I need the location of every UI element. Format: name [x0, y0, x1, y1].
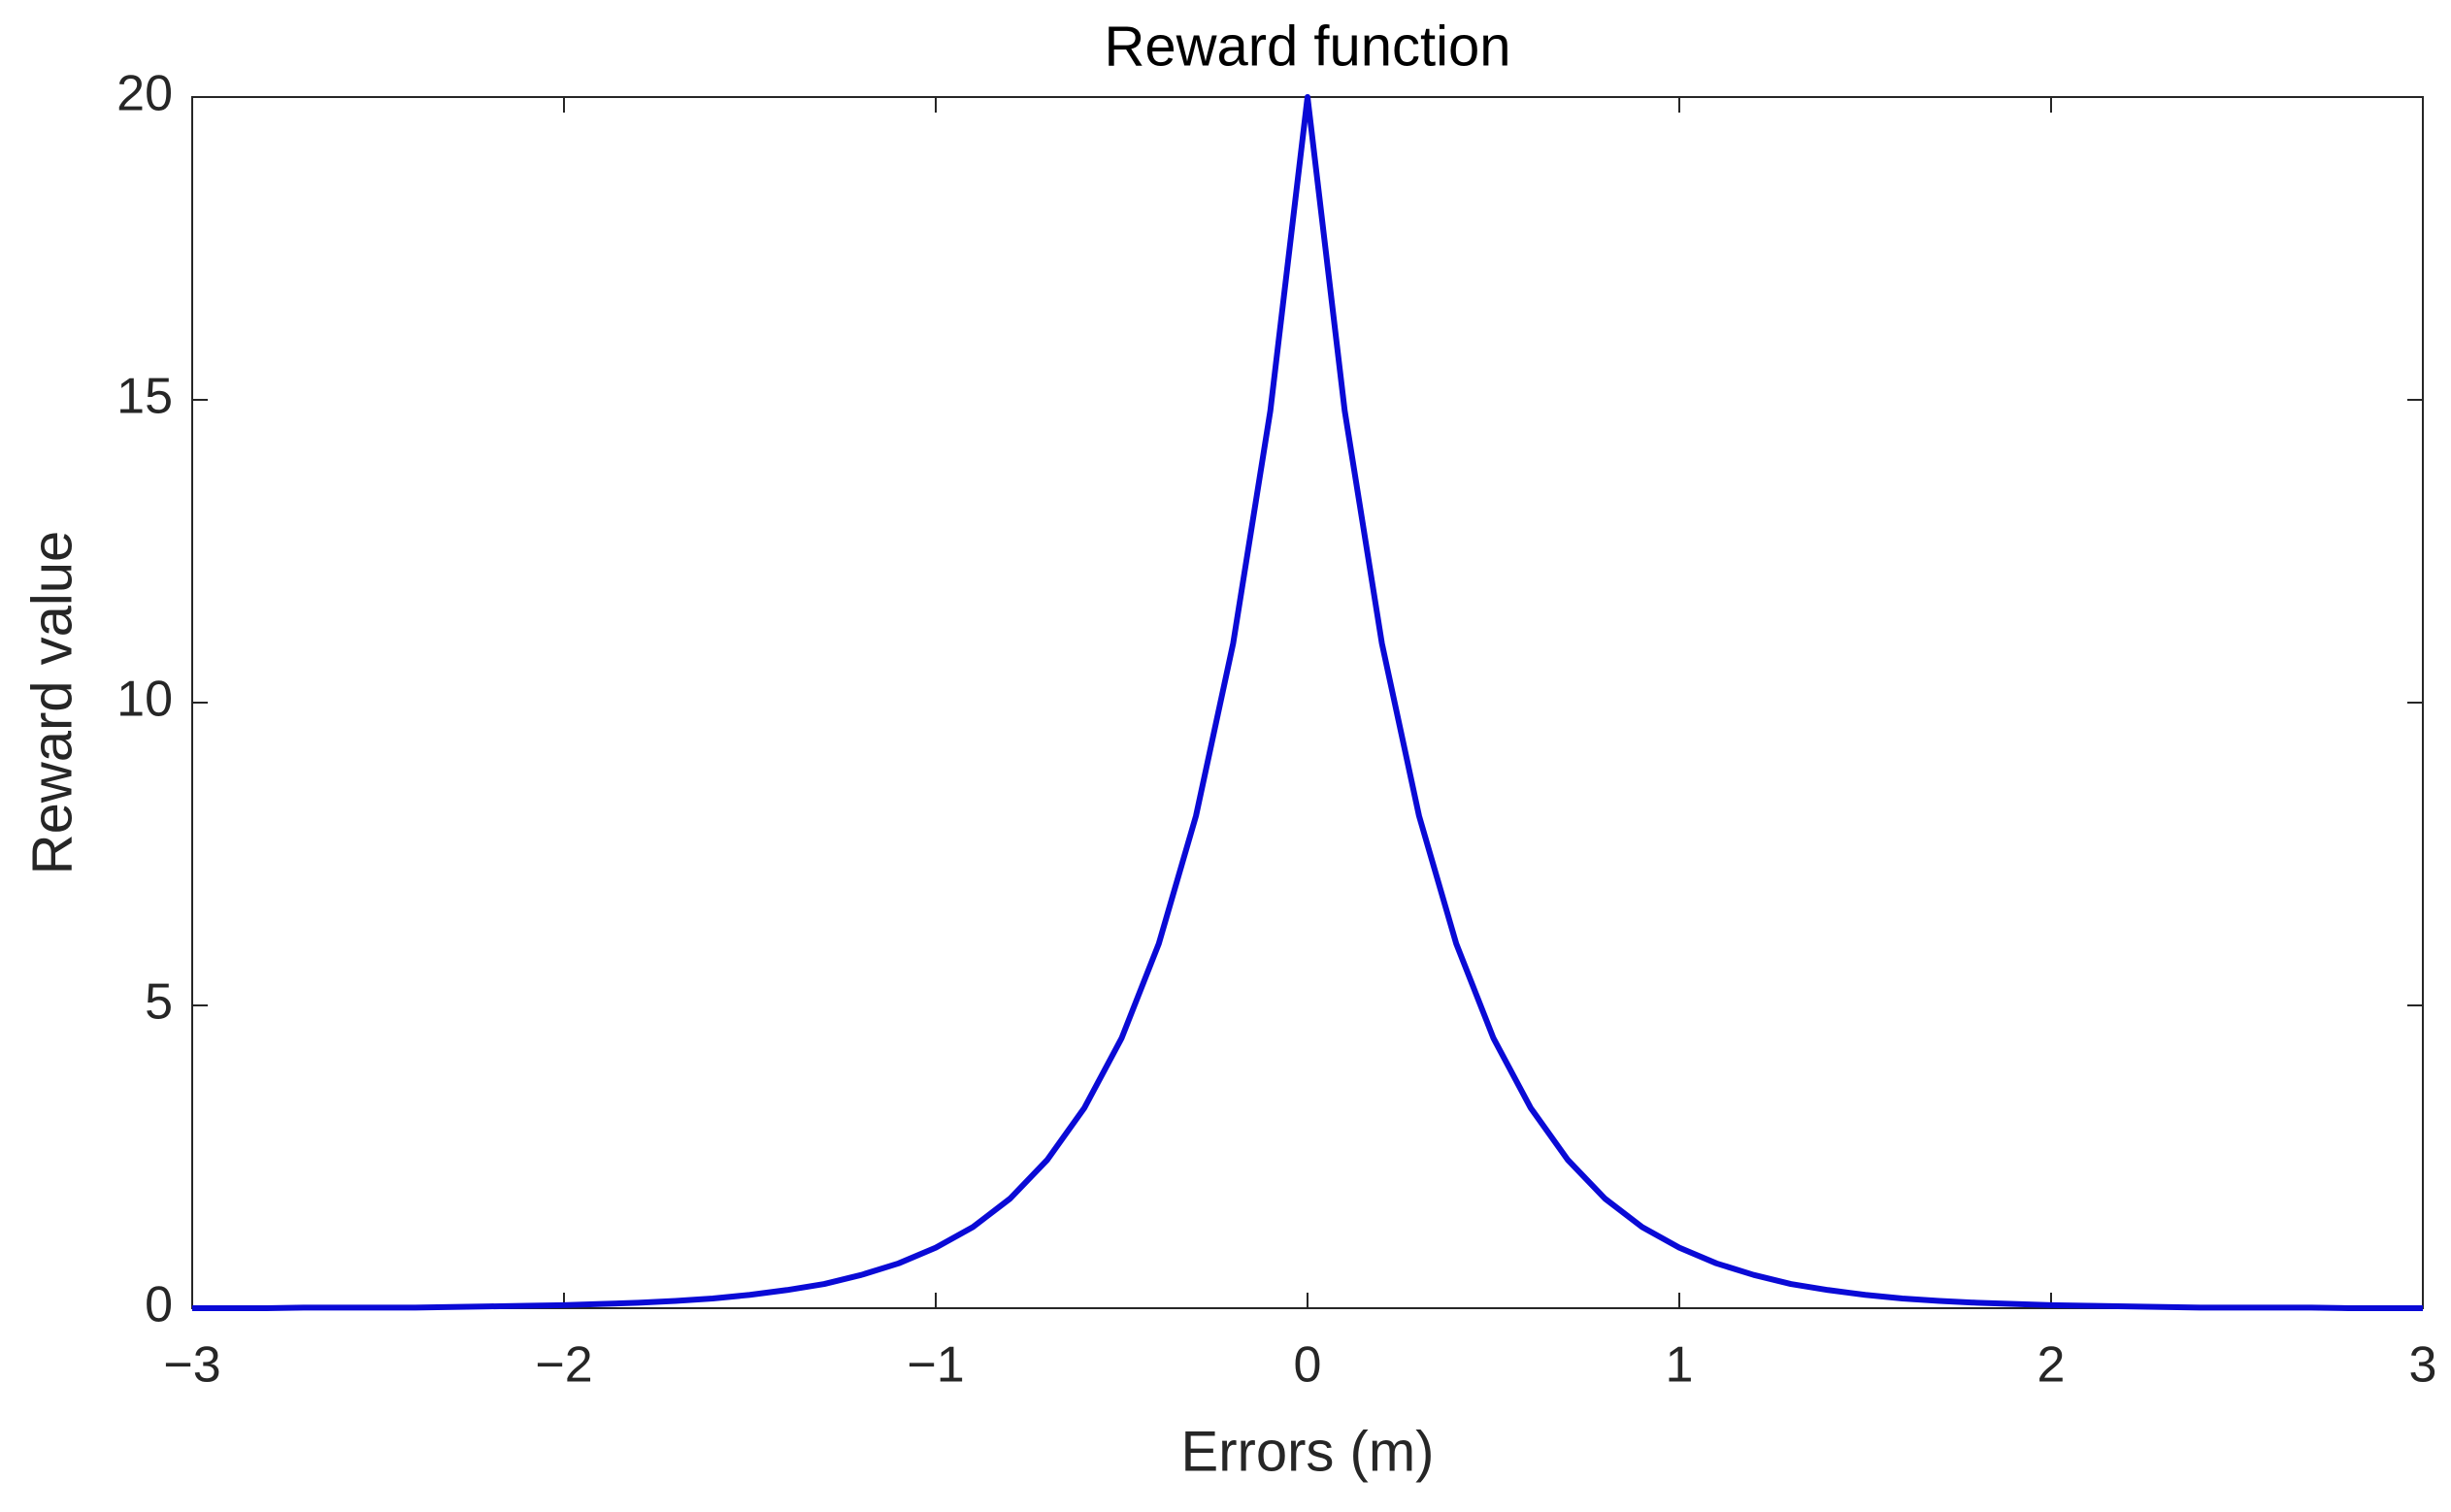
y-tick-label: 5 [145, 974, 173, 1031]
y-tick-label: 15 [116, 369, 173, 425]
plot-frame [191, 96, 2424, 1309]
x-tick-label: 0 [1294, 1337, 1322, 1394]
y-tick-label: 0 [145, 1277, 173, 1333]
y-axis-label: Reward value [20, 531, 83, 875]
y-tick-label: 20 [116, 66, 173, 122]
x-tick-label: 3 [2409, 1337, 2437, 1394]
x-axis-label: Errors (m) [1181, 1420, 1435, 1483]
chart-title: Reward function [1104, 15, 1510, 78]
x-tick-label: 2 [2037, 1337, 2066, 1394]
x-tick-label: 1 [1666, 1337, 1694, 1394]
x-tick-label: −2 [535, 1337, 592, 1394]
x-tick-label: −3 [163, 1337, 220, 1394]
y-tick-label: 10 [116, 672, 173, 728]
data-line [192, 94, 2423, 1311]
x-tick-label: −1 [907, 1337, 964, 1394]
